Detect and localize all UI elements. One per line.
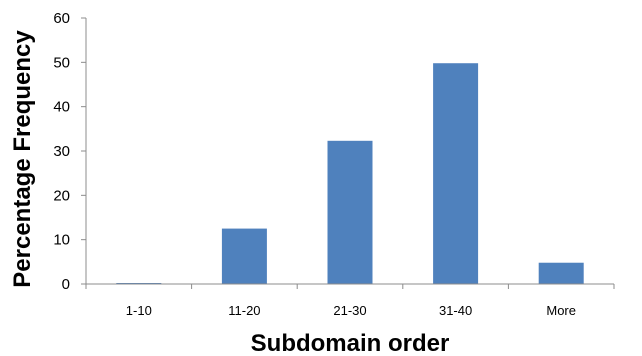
y-tick-label: 60 (53, 10, 70, 27)
y-tick-label: 40 (53, 99, 70, 116)
bar-more (538, 262, 584, 284)
y-tick-label: 30 (53, 143, 70, 160)
bar-11-20 (221, 228, 267, 284)
y-tick-label: 20 (53, 187, 70, 204)
x-axis-title: Subdomain order (251, 330, 450, 356)
x-tick-label: 31-40 (439, 303, 472, 318)
x-tick-label: 11-20 (228, 303, 260, 318)
bar-31-40 (433, 63, 479, 284)
x-tick-label: 21-30 (333, 303, 366, 318)
y-tick-label: 10 (53, 232, 70, 249)
y-tick-label: 50 (53, 54, 70, 71)
bar-21-30 (327, 140, 373, 284)
bars-group (116, 63, 584, 284)
x-tick-label: More (546, 303, 576, 318)
y-ticks-group: 0 10 20 30 40 50 60 (53, 10, 86, 293)
y-tick-label: 0 (62, 276, 70, 293)
y-axis-title: Percentage Frequency (9, 30, 36, 288)
x-ticks-group: 1-10 11-20 21-30 31-40 More (85, 284, 615, 318)
x-tick-label: 1-10 (126, 303, 152, 318)
